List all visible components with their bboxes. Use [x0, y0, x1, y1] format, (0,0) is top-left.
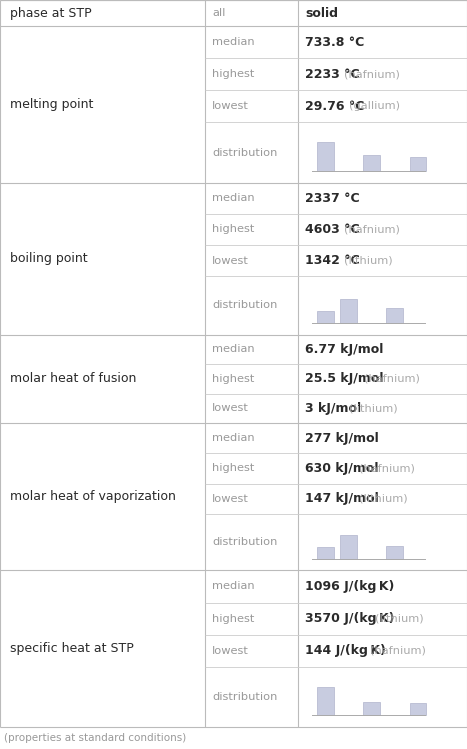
Bar	[317, 688, 333, 715]
Bar	[340, 300, 357, 324]
Text: phase at STP: phase at STP	[10, 7, 92, 19]
Text: molar heat of fusion: molar heat of fusion	[10, 372, 136, 386]
Text: highest: highest	[212, 374, 255, 384]
Text: all: all	[212, 8, 226, 18]
Text: (hafnium): (hafnium)	[369, 646, 425, 655]
Bar	[387, 546, 403, 560]
Text: 29.76 °C: 29.76 °C	[305, 100, 364, 113]
Text: highest: highest	[212, 69, 255, 79]
Text: boiling point: boiling point	[10, 252, 88, 265]
Text: highest: highest	[212, 225, 255, 234]
Text: 2337 °C: 2337 °C	[305, 192, 360, 204]
Text: melting point: melting point	[10, 98, 93, 111]
Bar	[317, 142, 333, 171]
Text: 6.77 kJ/mol: 6.77 kJ/mol	[305, 343, 383, 356]
Text: 147 kJ/mol: 147 kJ/mol	[305, 492, 379, 505]
Text: (hafnium): (hafnium)	[359, 464, 415, 473]
Text: 1096 J/(kg K): 1096 J/(kg K)	[305, 580, 394, 593]
Text: (lithium): (lithium)	[344, 255, 393, 266]
Text: lowest: lowest	[212, 494, 249, 503]
Text: 4603 °C: 4603 °C	[305, 223, 360, 236]
Text: (gallium): (gallium)	[349, 101, 400, 112]
Text: 733.8 °C: 733.8 °C	[305, 36, 364, 49]
Text: (lithium): (lithium)	[359, 494, 408, 503]
Bar	[340, 536, 357, 560]
Text: distribution: distribution	[212, 692, 277, 702]
Text: highest: highest	[212, 613, 255, 624]
Text: median: median	[212, 581, 255, 592]
Text: (hafnium): (hafnium)	[344, 69, 400, 79]
Bar	[410, 157, 426, 171]
Text: distribution: distribution	[212, 148, 277, 157]
Text: 3570 J/(kg K): 3570 J/(kg K)	[305, 612, 395, 625]
Text: median: median	[212, 193, 255, 203]
Text: solid: solid	[305, 7, 338, 19]
Text: 1342 °C: 1342 °C	[305, 254, 360, 267]
Text: (lithium): (lithium)	[375, 613, 423, 624]
Text: median: median	[212, 345, 255, 354]
Text: highest: highest	[212, 464, 255, 473]
Text: 2233 °C: 2233 °C	[305, 67, 360, 81]
Bar	[317, 311, 333, 324]
Text: lowest: lowest	[212, 255, 249, 266]
Text: molar heat of vaporization: molar heat of vaporization	[10, 491, 176, 503]
Bar	[387, 308, 403, 324]
Text: lowest: lowest	[212, 646, 249, 655]
Text: lowest: lowest	[212, 101, 249, 112]
Text: median: median	[212, 433, 255, 443]
Text: 277 kJ/mol: 277 kJ/mol	[305, 431, 379, 445]
Text: 25.5 kJ/mol: 25.5 kJ/mol	[305, 372, 383, 386]
Text: distribution: distribution	[212, 300, 277, 310]
Bar	[363, 155, 380, 171]
Text: (properties at standard conditions): (properties at standard conditions)	[4, 733, 186, 743]
Text: median: median	[212, 37, 255, 47]
Text: (hafnium): (hafnium)	[344, 225, 400, 234]
Text: 3 kJ/mol: 3 kJ/mol	[305, 402, 361, 415]
Text: 630 kJ/mol: 630 kJ/mol	[305, 462, 378, 475]
Text: distribution: distribution	[212, 537, 277, 547]
Text: (lithium): (lithium)	[349, 404, 398, 413]
Text: 144 J/(kg K): 144 J/(kg K)	[305, 644, 386, 657]
Text: specific heat at STP: specific heat at STP	[10, 642, 134, 655]
Bar	[317, 547, 333, 560]
Text: (hafnium): (hafnium)	[364, 374, 420, 384]
Bar	[363, 703, 380, 715]
Bar	[410, 703, 426, 715]
Text: lowest: lowest	[212, 404, 249, 413]
